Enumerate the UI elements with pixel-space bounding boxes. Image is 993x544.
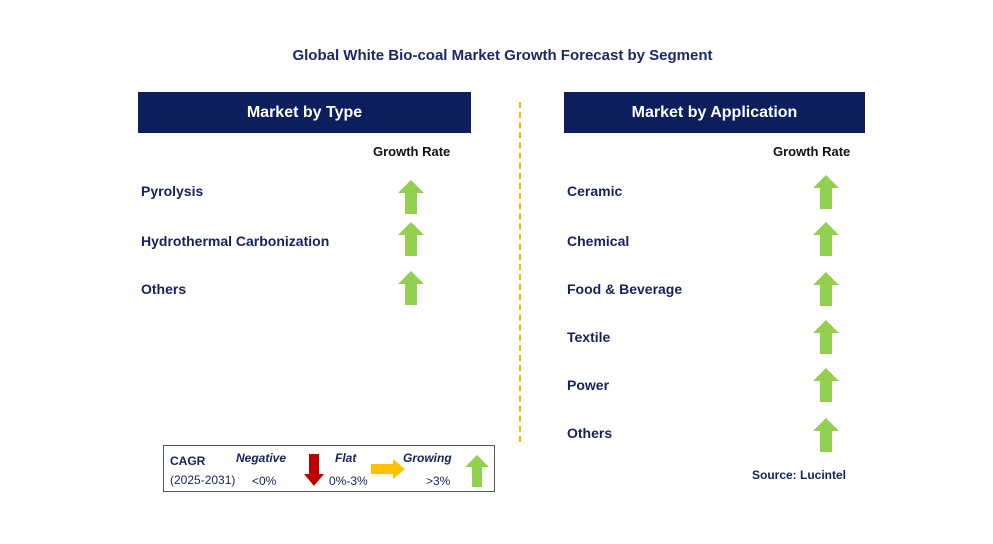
application-item-chemical: Chemical — [567, 233, 630, 249]
application-header: Market by Application — [564, 92, 865, 133]
green-up-arrow-icon — [813, 320, 839, 354]
green-up-arrow-icon — [465, 455, 489, 487]
application-growth-rate-label: Growth Rate — [773, 144, 851, 159]
panel-divider — [519, 102, 521, 442]
legend-negative-range: <0% — [252, 474, 277, 488]
legend-negative-label: Negative — [236, 451, 287, 465]
application-item-power: Power — [567, 377, 610, 393]
application-item-others: Others — [567, 425, 613, 441]
type-item-pyrolysis: Pyrolysis — [141, 183, 204, 199]
type-growth-rate-label: Growth Rate — [373, 144, 451, 159]
legend-cagr-label: CAGR — [170, 454, 206, 468]
green-up-arrow-icon — [398, 271, 424, 305]
red-down-arrow-icon — [304, 454, 324, 486]
legend-period: (2025-2031) — [170, 473, 236, 487]
green-up-arrow-icon — [813, 175, 839, 209]
yellow-right-arrow-icon — [371, 459, 405, 479]
green-up-arrow-icon — [813, 222, 839, 256]
application-item-ceramic: Ceramic — [567, 183, 623, 199]
chart-title: Global White Bio-coal Market Growth Fore… — [292, 47, 713, 64]
application-item-food-beverage: Food & Beverage — [567, 281, 683, 297]
green-up-arrow-icon — [398, 180, 424, 214]
legend-growing-range: >3% — [426, 474, 451, 488]
green-up-arrow-icon — [813, 418, 839, 452]
type-header: Market by Type — [138, 92, 471, 133]
application-item-textile: Textile — [567, 329, 611, 345]
green-up-arrow-icon — [813, 368, 839, 402]
green-up-arrow-icon — [813, 272, 839, 306]
cagr-legend: CAGR (2025-2031) Negative <0% Flat 0%-3%… — [163, 445, 495, 492]
type-item-hydrothermal-carbonization: Hydrothermal Carbonization — [141, 233, 330, 249]
type-item-others: Others — [141, 281, 187, 297]
legend-flat-label: Flat — [335, 451, 357, 465]
source-note: Source: Lucintel — [752, 468, 847, 482]
legend-flat-range: 0%-3% — [329, 474, 368, 488]
green-up-arrow-icon — [398, 222, 424, 256]
legend-growing-label: Growing — [403, 451, 452, 465]
